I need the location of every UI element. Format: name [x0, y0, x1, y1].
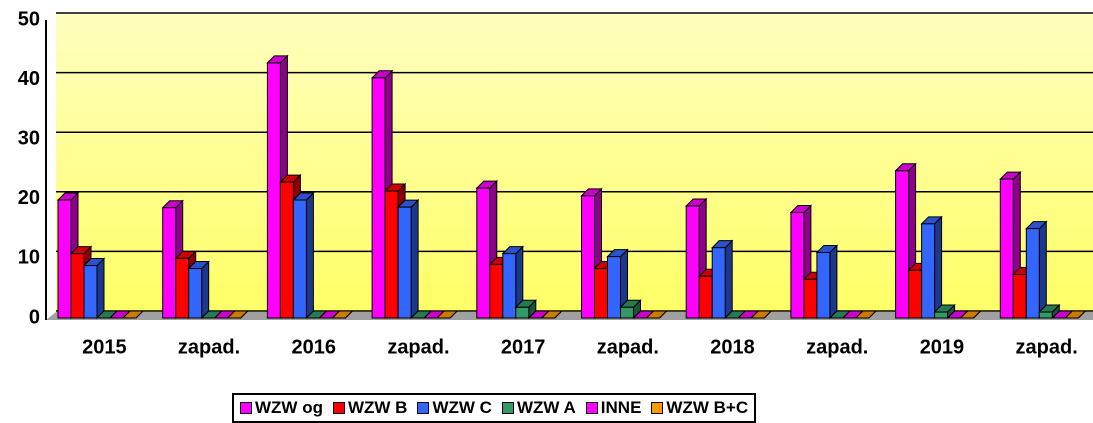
legend-item: WZW C	[417, 398, 492, 418]
bar	[70, 253, 85, 319]
x-tick-label: 2016	[292, 336, 337, 358]
bar	[685, 205, 700, 319]
y-tick-label: 0	[29, 306, 40, 328]
legend-label: WZW B	[347, 398, 408, 417]
x-tick-label: 2015	[82, 336, 127, 358]
bar	[908, 269, 923, 319]
bar	[489, 263, 504, 319]
bar	[816, 251, 831, 319]
x-tick-label: zapad.	[597, 336, 659, 358]
legend-label: WZW C	[432, 398, 492, 417]
bar	[1025, 228, 1040, 319]
bar-side	[724, 239, 733, 320]
bar	[188, 268, 203, 319]
bar-top	[121, 310, 145, 319]
x-tick-label: 2019	[920, 336, 965, 358]
bar	[384, 190, 399, 319]
bar	[790, 212, 805, 319]
bar-side	[201, 260, 210, 320]
legend-item: WZW og	[240, 398, 323, 418]
bar-side	[96, 257, 105, 320]
bar	[476, 187, 491, 319]
bar	[1038, 311, 1053, 319]
legend-swatch	[417, 402, 430, 414]
bar	[1012, 273, 1027, 319]
bar	[397, 206, 412, 319]
bar	[620, 306, 634, 319]
bar	[371, 77, 386, 319]
legend-swatch	[585, 402, 598, 414]
bar-top	[1064, 310, 1087, 319]
legend-item: INNE	[585, 398, 642, 418]
bar-side	[305, 191, 314, 320]
bar-side	[1038, 220, 1047, 320]
bar	[934, 311, 949, 319]
x-tick-label: zapad.	[1016, 336, 1078, 358]
legend-swatch	[240, 402, 252, 414]
legend-label: WZW A	[516, 398, 576, 417]
y-tick-label: 40	[18, 68, 40, 90]
bar-side	[829, 244, 838, 320]
bar	[581, 195, 595, 319]
bar	[594, 268, 608, 319]
bar	[607, 256, 621, 319]
legend-label: WZW B+C	[666, 398, 749, 417]
bar	[711, 247, 726, 319]
bar	[803, 278, 818, 319]
y-tick-label: 10	[18, 247, 40, 269]
bar	[266, 62, 281, 319]
bar-top	[331, 310, 354, 319]
legend-label: INNE	[600, 398, 642, 417]
legend-swatch	[651, 402, 664, 414]
bar-top	[959, 310, 982, 319]
bar	[999, 178, 1014, 319]
x-tick-label: 2018	[710, 336, 755, 358]
bar	[515, 306, 530, 319]
x-tick-label: zapad.	[178, 336, 240, 358]
x-tick-label: zapad.	[387, 336, 449, 358]
bar	[162, 207, 177, 319]
bar	[698, 275, 713, 319]
legend-swatch	[332, 402, 345, 414]
bar-top	[226, 310, 249, 319]
bar-top	[645, 310, 668, 319]
y-tick-label: 20	[18, 187, 40, 209]
x-tick-label: zapad.	[806, 336, 868, 358]
bar	[921, 223, 936, 319]
bar	[895, 170, 910, 319]
plot-area	[56, 14, 1093, 312]
bar-top	[749, 310, 773, 319]
bar	[502, 253, 517, 319]
bar	[57, 199, 72, 319]
bar	[279, 181, 294, 319]
x-tick-label: 2017	[501, 336, 546, 358]
bar-top	[854, 310, 878, 319]
bar	[83, 265, 98, 319]
bar	[175, 257, 190, 319]
legend: WZW og WZW B WZW C WZW A INNE WZW B+C	[232, 393, 757, 423]
bar-side	[410, 198, 419, 320]
legend-item: WZW A	[501, 398, 576, 418]
legend-item: WZW B+C	[651, 398, 748, 418]
chart: 0 10 20 30 40 50 2015 zapad. 2016 zapad. 2017 zapad…	[18, 8, 1093, 358]
legend-swatch	[501, 402, 514, 414]
legend-label: WZW og	[255, 398, 323, 417]
legend-item: WZW B	[332, 398, 408, 418]
y-tick-label: 50	[18, 8, 40, 30]
bar-side	[934, 215, 943, 320]
bar-top	[435, 310, 459, 319]
y-tick-label: 30	[18, 127, 40, 149]
bar	[292, 199, 307, 319]
bar-top	[540, 310, 564, 319]
